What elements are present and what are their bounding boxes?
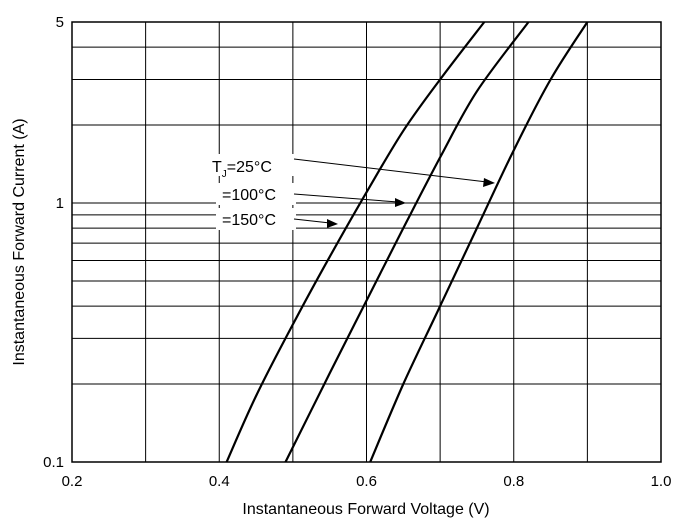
y-tick-label: 0.1 [43,454,64,471]
arrow-tj25 [293,158,495,187]
y-tick-label: 5 [56,14,64,31]
svg-text:TJ=25°C: TJ=25°C [212,159,272,180]
annotation-tj100-label: =100°C [222,187,276,204]
x-tick-label: 0.8 [503,473,524,490]
annotation-subscript: J [222,169,227,180]
annotation-tj25: TJ=25°C [208,154,296,180]
curves [225,21,589,463]
x-tick-label: 0.4 [209,473,230,490]
arrow-tj100 [293,193,406,207]
annotation-tj150: =150°C [216,208,296,230]
annotation-prefix: T [212,159,222,176]
annotation-tj150-label: =150°C [222,212,276,229]
x-axis-title: Instantaneous Forward Voltage (V) [242,501,489,518]
y-tick-label: 1 [56,195,64,212]
plot-frame [71,21,662,463]
series-line [284,21,530,463]
x-tick-label: 0.6 [356,473,377,490]
annotation-tj25-label: =25°C [227,159,272,176]
grid [72,22,662,462]
arrow-tj150 [293,218,338,228]
series-line [369,21,589,463]
y-axis-title: Instantaneous Forward Current (A) [11,118,28,365]
x-tick-label: 0.2 [62,473,83,490]
series-line [225,21,486,463]
x-tick-label: 1.0 [651,473,672,490]
tick-labels: 0.2 0.4 0.6 0.8 1.0 0.1 1 5 [43,14,671,490]
annotation-tj100: =100°C [216,183,296,205]
